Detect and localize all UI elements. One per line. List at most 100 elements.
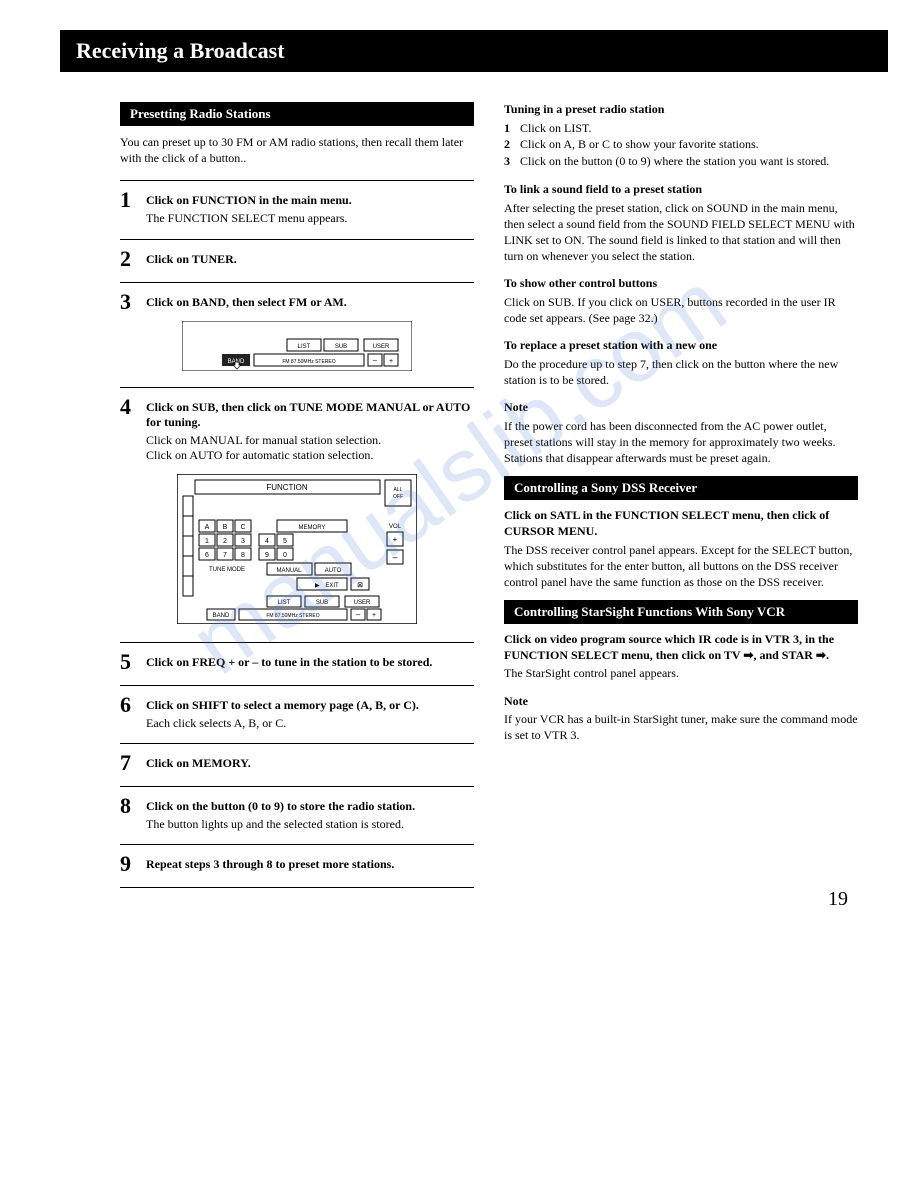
svg-text:+: + <box>372 612 376 619</box>
step-title: Click on TUNER. <box>146 252 474 268</box>
sub-heading: Note <box>504 400 858 416</box>
step-7: 7 Click on MEMORY. <box>120 743 474 786</box>
user-label: USER <box>354 600 371 606</box>
page-title-bar: Receiving a Broadcast <box>60 30 888 72</box>
memory-label: MEMORY <box>299 525 326 531</box>
svg-text:4: 4 <box>265 538 269 545</box>
right-column: Tuning in a preset radio station 1Click … <box>504 102 858 888</box>
step-title: Click on SUB, then click on TUNE MODE MA… <box>146 400 474 431</box>
numbered-list: 1Click on LIST. 2Click on A, B or C to s… <box>504 120 858 170</box>
freq-label: FM 87.50MHz STEREO <box>266 613 319 619</box>
body-text: The StarSight control panel appears. <box>504 665 858 681</box>
svg-text:8: 8 <box>241 552 245 559</box>
body-text: Click on SUB. If you click on USER, butt… <box>504 294 858 326</box>
step-desc: Each click selects A, B, or C. <box>146 716 474 732</box>
tuner-panel-small: LIST SUB USER BAND FM 87.50MHz STEREO – <box>182 321 412 371</box>
svg-text:1: 1 <box>205 538 209 545</box>
sub-heading: To link a sound field to a preset statio… <box>504 182 858 198</box>
sub-heading: Click on video program source which IR c… <box>504 632 858 663</box>
left-column: Presetting Radio Stations You can preset… <box>120 102 474 888</box>
num-row-bot: 6 7 8 9 0 <box>199 548 293 560</box>
step-number: 5 <box>120 651 138 673</box>
plus-label: + <box>389 358 393 365</box>
step-title: Click on FREQ + or – to tune in the stat… <box>146 655 474 671</box>
sub-heading: Tuning in a preset radio station <box>504 102 858 118</box>
function-title: FUNCTION <box>266 483 308 492</box>
svg-text:–: – <box>356 610 361 619</box>
svg-text:3: 3 <box>241 538 245 545</box>
step-number: 6 <box>120 694 138 716</box>
page-number: 19 <box>828 888 848 911</box>
body-text: If the power cord has been disconnected … <box>504 418 858 467</box>
sub-label: SUB <box>335 344 347 350</box>
freq-label: FM 87.50MHz STEREO <box>282 359 335 365</box>
step-number: 2 <box>120 248 138 270</box>
step-number: 9 <box>120 853 138 875</box>
body-text: If your VCR has a built-in StarSight tun… <box>504 711 858 743</box>
svg-text:+: + <box>393 535 398 544</box>
abc-a: A <box>205 524 210 531</box>
step-number: 3 <box>120 291 138 313</box>
auto-label: AUTO <box>325 568 342 574</box>
step-number: 4 <box>120 396 138 418</box>
svg-text:7: 7 <box>223 552 227 559</box>
manual-label: MANUAL <box>276 568 302 574</box>
step-desc: The FUNCTION SELECT menu appears. <box>146 211 474 227</box>
svg-text:5: 5 <box>283 538 287 545</box>
step-number: 1 <box>120 189 138 211</box>
tunemode-label: TUNE MODE <box>209 567 245 573</box>
section-header-starsight: Controlling StarSight Functions With Son… <box>504 600 858 624</box>
step-title: Repeat steps 3 through 8 to preset more … <box>146 857 474 873</box>
list-label: LIST <box>298 344 311 350</box>
num-row-top: 1 2 3 4 5 <box>199 534 293 546</box>
step-desc: Click on MANUAL for manual station selec… <box>146 433 474 464</box>
list-label: LIST <box>278 600 291 606</box>
vol-label: VOL <box>389 524 402 530</box>
user-label: USER <box>373 344 390 350</box>
step-title: Click on the button (0 to 9) to store th… <box>146 799 474 815</box>
svg-text:⊠: ⊠ <box>357 582 363 589</box>
section-header-dss: Controlling a Sony DSS Receiver <box>504 476 858 500</box>
tuner-panel-large: FUNCTION ALL OFF A <box>177 474 417 624</box>
step-3: 3 Click on BAND, then select FM or AM. L… <box>120 282 474 387</box>
intro-text: You can preset up to 30 FM or AM radio s… <box>120 134 474 166</box>
step-number: 8 <box>120 795 138 817</box>
step-title: Click on BAND, then select FM or AM. <box>146 295 474 311</box>
sub-heading: Note <box>504 694 858 710</box>
body-text: After selecting the preset station, clic… <box>504 200 858 265</box>
exit-label: EXIT <box>325 583 339 589</box>
minus-label: – <box>373 356 378 365</box>
svg-text:2: 2 <box>223 538 227 545</box>
step-8: 8 Click on the button (0 to 9) to store … <box>120 786 474 844</box>
abc-b: B <box>223 524 228 531</box>
svg-text:OFF: OFF <box>393 494 403 500</box>
step-title: Click on FUNCTION in the main menu. <box>146 193 474 209</box>
sub-heading: To show other control buttons <box>504 276 858 292</box>
exit-arrow: ▶ <box>315 583 320 589</box>
svg-text:–: – <box>392 552 397 562</box>
sub-label: SUB <box>316 600 328 606</box>
svg-text:6: 6 <box>205 552 209 559</box>
step-6: 6 Click on SHIFT to select a memory page… <box>120 685 474 743</box>
step-9: 9 Repeat steps 3 through 8 to preset mor… <box>120 844 474 888</box>
step-2: 2 Click on TUNER. <box>120 239 474 282</box>
step-desc: The button lights up and the selected st… <box>146 817 474 833</box>
alloff-label: ALL <box>394 487 403 493</box>
step-4: 4 Click on SUB, then click on TUNE MODE … <box>120 387 474 642</box>
step-1: 1 Click on FUNCTION in the main menu. Th… <box>120 180 474 238</box>
content-columns: Presetting Radio Stations You can preset… <box>120 102 858 888</box>
abc-c: C <box>240 524 245 531</box>
step-title: Click on SHIFT to select a memory page (… <box>146 698 474 714</box>
body-text: Do the procedure up to step 7, then clic… <box>504 356 858 388</box>
sub-heading: Click on SATL in the FUNCTION SELECT men… <box>504 508 858 539</box>
sub-heading: To replace a preset station with a new o… <box>504 338 858 354</box>
step-title: Click on MEMORY. <box>146 756 474 772</box>
body-text: The DSS receiver control panel appears. … <box>504 542 858 591</box>
svg-text:0: 0 <box>283 552 287 559</box>
svg-text:9: 9 <box>265 552 269 559</box>
band-label: BAND <box>213 613 230 619</box>
step-5: 5 Click on FREQ + or – to tune in the st… <box>120 642 474 685</box>
section-header-presetting: Presetting Radio Stations <box>120 102 474 126</box>
page: manualslib.com Receiving a Broadcast Pre… <box>0 0 918 948</box>
step-number: 7 <box>120 752 138 774</box>
